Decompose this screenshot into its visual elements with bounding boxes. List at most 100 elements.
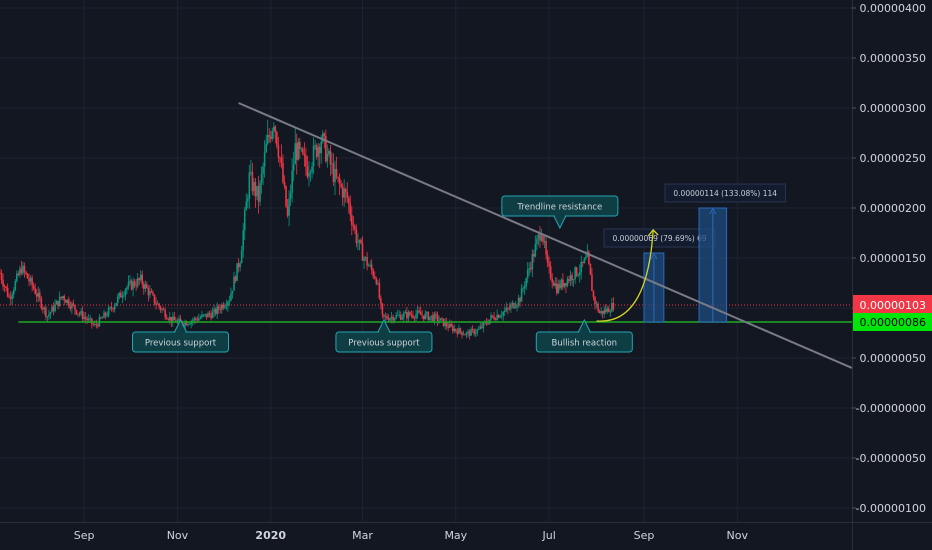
candle-body: [435, 313, 437, 315]
candle-body: [318, 147, 321, 154]
candle-body: [89, 318, 92, 320]
annotation-pointer-mask: [175, 331, 186, 334]
price-marker-box: [853, 313, 932, 331]
candle-body: [31, 277, 33, 286]
plot-area[interactable]: 0.00000069 (79.69%) 69 0.00000114 (133.08…: [0, 0, 852, 522]
candle-body: [537, 234, 540, 239]
candle-body: [361, 243, 364, 261]
annotation-callout[interactable]: Bullish reaction: [535, 318, 633, 353]
candle-body: [127, 282, 130, 288]
candle-body: [116, 296, 119, 303]
candle-body: [29, 277, 32, 282]
candle-body: [17, 273, 20, 275]
candle-body: [144, 284, 147, 289]
candle-body: [589, 263, 592, 275]
candle-body: [292, 164, 295, 171]
candle-body: [571, 275, 573, 281]
candle-body: [45, 307, 47, 318]
candle-body: [86, 318, 88, 321]
candle-body: [557, 283, 560, 294]
candle-body: [528, 268, 531, 270]
price-axis[interactable]: 0.00000400 0.00000350 0.00000300 0.00000250…: [852, 2, 926, 515]
current-price-text: 0.00000103: [860, 299, 926, 312]
measure-label: 0.00000114 (133.08%) 114: [664, 183, 786, 203]
candle-body: [69, 306, 72, 309]
candle-body: [8, 296, 10, 298]
time-tick-label: Jul: [541, 529, 555, 542]
candle-body: [392, 316, 394, 321]
candle-body: [523, 286, 526, 289]
candle-body: [384, 316, 387, 317]
candle-body: [560, 279, 563, 289]
candle-body: [514, 306, 517, 308]
candle-body: [106, 315, 108, 317]
candle-body: [121, 296, 124, 298]
candle-body: [25, 271, 27, 274]
candle-body: [459, 328, 462, 332]
candle-body: [404, 312, 407, 314]
candle-body: [546, 254, 549, 263]
candle-body: [321, 133, 324, 142]
candle-body: [383, 314, 385, 317]
candle-body: [309, 172, 312, 174]
candle-body: [508, 308, 511, 310]
candle-body: [467, 331, 469, 333]
candle-body: [251, 171, 254, 192]
time-axis[interactable]: Sep Nov 2020 Mar May Jul Sep Nov: [74, 529, 749, 542]
candle-body: [266, 135, 269, 144]
candle-body: [536, 238, 538, 245]
candle-body: [289, 192, 292, 199]
projection-arrow-head: [647, 229, 659, 237]
candle-body: [43, 307, 46, 310]
candle-body: [499, 316, 501, 318]
trendline[interactable]: [238, 102, 852, 369]
candle-body: [439, 318, 442, 321]
candle-body: [403, 313, 405, 318]
candle-body: [71, 303, 73, 309]
candle-body: [347, 197, 350, 204]
annotation-callout[interactable]: Previous support: [335, 318, 433, 353]
candle-body: [28, 278, 30, 282]
candle-body: [519, 297, 521, 302]
candle-body: [303, 153, 306, 156]
candle-body: [549, 265, 552, 279]
candle-body: [511, 303, 514, 306]
candle-body: [61, 296, 64, 299]
candle-body: [198, 318, 200, 321]
candle-body: [580, 261, 583, 273]
candle-body: [124, 289, 127, 296]
candle-body: [554, 283, 557, 286]
candle-body: [412, 315, 414, 318]
candle-body: [401, 317, 404, 320]
candle-body: [389, 318, 391, 321]
candle-body: [263, 152, 266, 167]
candle-body: [562, 279, 564, 287]
candle-body: [280, 157, 283, 163]
candle-body: [202, 314, 205, 316]
candle-body: [135, 285, 137, 287]
candle-body: [597, 303, 599, 311]
candle-body: [95, 324, 98, 325]
projection-arrow[interactable]: [596, 229, 654, 322]
candle-body: [306, 166, 309, 177]
annotation-callout[interactable]: Previous support: [131, 318, 229, 353]
candle-body: [54, 304, 56, 312]
candle-body: [438, 320, 440, 322]
candle-body: [205, 313, 208, 318]
candle-body: [598, 310, 601, 314]
candle-body: [103, 312, 105, 318]
candle-body: [246, 198, 249, 202]
candle-body: [314, 145, 316, 147]
candle-body: [299, 141, 301, 150]
annotation-callout[interactable]: Trendline resistance: [501, 195, 619, 230]
candle-body: [22, 265, 24, 274]
candle-body: [211, 311, 214, 319]
candle-body: [427, 312, 430, 320]
candle-body: [387, 318, 390, 321]
candle-body: [191, 320, 194, 322]
candle-body: [595, 303, 598, 305]
candle-body: [609, 311, 612, 313]
candle-body: [487, 323, 489, 325]
candle-body: [468, 331, 471, 336]
